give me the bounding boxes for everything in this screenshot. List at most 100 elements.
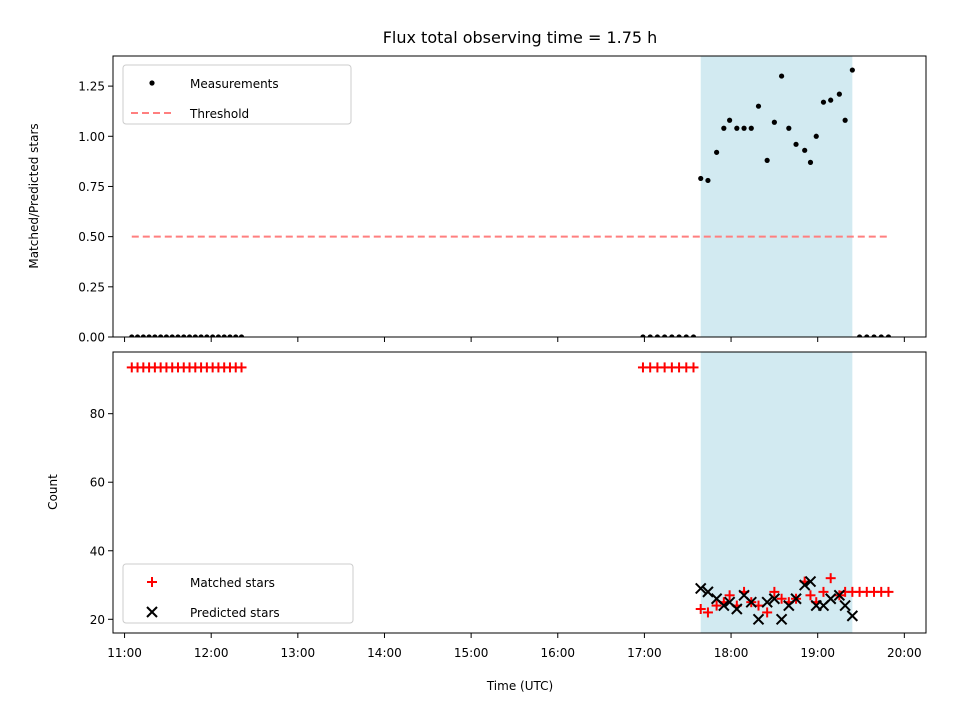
axes-frame bbox=[112, 351, 927, 634]
y-tick-label: 80 bbox=[90, 407, 105, 421]
measurement-point bbox=[186, 334, 193, 337]
predicted-stars-point bbox=[752, 613, 765, 625]
measurement-point bbox=[714, 149, 720, 155]
measurement-point bbox=[828, 97, 834, 103]
legend: Matched stars Predicted stars bbox=[122, 563, 354, 624]
measurement-point bbox=[755, 103, 762, 109]
measurement-point bbox=[820, 99, 827, 105]
measurement-point bbox=[204, 334, 210, 337]
y-tick-label: 20 bbox=[90, 613, 105, 627]
plot-area bbox=[126, 362, 894, 625]
legend: Measurements Threshold bbox=[122, 64, 352, 125]
measurement-point bbox=[802, 147, 808, 153]
legend-box bbox=[122, 563, 354, 624]
matched-stars-point bbox=[883, 586, 894, 597]
measurement-point bbox=[140, 334, 146, 337]
measurement-point bbox=[683, 334, 689, 337]
measurement-point bbox=[778, 73, 785, 79]
legend-item: Predicted stars bbox=[146, 606, 280, 620]
predicted-stars-point bbox=[775, 613, 788, 625]
matched-stars-point bbox=[236, 362, 247, 373]
measurement-point bbox=[221, 334, 227, 337]
predicted-stars-point bbox=[824, 593, 837, 605]
measurement-point bbox=[734, 125, 740, 131]
x-tick-label: 14:00 bbox=[367, 646, 402, 660]
y-tick-label: 0.00 bbox=[78, 331, 105, 345]
chart-title: Flux total observing time = 1.75 h bbox=[383, 28, 658, 47]
measurement-point bbox=[698, 175, 704, 182]
matched-stars-point bbox=[711, 600, 722, 611]
bottom-y-axis-label: Count bbox=[46, 474, 60, 510]
measurement-point bbox=[152, 334, 158, 337]
matched-stars-point bbox=[805, 590, 816, 601]
predicted-stars-point bbox=[718, 599, 730, 612]
measurement-point bbox=[192, 334, 198, 337]
measurement-point bbox=[748, 125, 754, 131]
legend-marker bbox=[146, 606, 158, 618]
measurement-point bbox=[764, 157, 770, 163]
legend-item: Threshold bbox=[131, 107, 249, 121]
measurement-point bbox=[215, 334, 222, 337]
measurement-point bbox=[741, 125, 747, 131]
y-tick-label: 40 bbox=[90, 544, 105, 558]
measurement-point bbox=[134, 334, 141, 337]
y-tick-label: 0.25 bbox=[78, 280, 105, 294]
matched-stars-point bbox=[702, 607, 713, 618]
predicted-stars-point bbox=[761, 596, 773, 608]
top-y-axis-label: Matched/Predicted stars bbox=[27, 123, 41, 268]
measurement-point bbox=[669, 334, 675, 337]
x-tick-label: 12:00 bbox=[194, 646, 229, 660]
x-tick-label: 16:00 bbox=[540, 646, 575, 660]
x-tick-label: 17:00 bbox=[627, 646, 662, 660]
measurement-point bbox=[676, 334, 682, 337]
measurement-point bbox=[647, 334, 653, 337]
measurement-point bbox=[233, 334, 239, 337]
plot-area bbox=[129, 67, 892, 337]
top-panel: 0.00 0.25 0.50 0.75 1.00 1.25 Measurements Thre… bbox=[78, 55, 927, 345]
legend-marker bbox=[149, 80, 155, 86]
observing-window-shade bbox=[700, 352, 853, 633]
legend-label: Measurements bbox=[190, 77, 279, 91]
measurement-point bbox=[727, 117, 733, 123]
measurement-point bbox=[705, 177, 711, 184]
legend-item: Matched stars bbox=[147, 576, 275, 590]
legend-label: Predicted stars bbox=[190, 606, 280, 620]
y-tick-label: 0.50 bbox=[78, 230, 105, 244]
predicted-stars-point bbox=[798, 579, 811, 591]
measurement-point bbox=[842, 117, 848, 123]
measurement-point bbox=[181, 334, 187, 337]
measurement-point bbox=[849, 67, 855, 73]
x-tick-label: 15:00 bbox=[454, 646, 489, 660]
matched-stars-point bbox=[769, 586, 780, 597]
x-axis-label: Time (UTC) bbox=[486, 679, 553, 693]
measurement-point bbox=[786, 125, 792, 131]
measurement-point bbox=[871, 334, 877, 337]
measurement-point bbox=[771, 119, 777, 125]
measurement-point bbox=[158, 334, 164, 337]
measurement-point bbox=[163, 334, 170, 337]
measurement-point bbox=[146, 334, 152, 337]
measurement-point bbox=[856, 334, 863, 337]
predicted-stars-point bbox=[846, 610, 859, 622]
legend-item: Measurements bbox=[149, 77, 279, 91]
predicted-stars-point bbox=[768, 593, 781, 605]
measurement-point bbox=[864, 334, 870, 337]
matched-stars-point bbox=[762, 607, 773, 618]
measurement-point bbox=[878, 334, 884, 337]
matched-stars-point bbox=[825, 573, 836, 584]
x-tick-label: 13:00 bbox=[281, 646, 316, 660]
y-tick-label: 1.25 bbox=[78, 80, 105, 94]
measurement-point bbox=[793, 141, 799, 147]
bottom-panel: 20 40 60 80 11:00 12:00 13:00 14:00 15:00 16:00 17… bbox=[90, 351, 927, 660]
matched-stars-point bbox=[695, 604, 706, 615]
measurement-point bbox=[129, 334, 135, 337]
measurement-point bbox=[640, 334, 646, 337]
predicted-stars-point bbox=[804, 575, 817, 588]
matched-stars-point bbox=[776, 593, 787, 604]
y-tick-label: 1.00 bbox=[78, 130, 105, 144]
legend-label: Threshold bbox=[189, 107, 249, 121]
measurement-point bbox=[813, 133, 819, 139]
axes-frame bbox=[112, 55, 927, 338]
measurement-point bbox=[169, 334, 175, 337]
